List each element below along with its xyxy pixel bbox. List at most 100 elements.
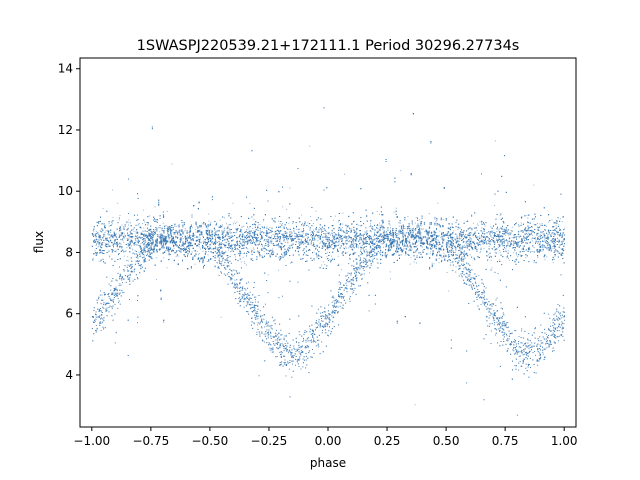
data-point: [313, 235, 315, 237]
data-point: [502, 241, 504, 243]
data-point: [411, 248, 413, 250]
data-point: [554, 233, 556, 235]
data-point: [121, 247, 123, 249]
data-point: [476, 230, 478, 231]
data-point: [322, 247, 324, 249]
data-point: [405, 232, 407, 234]
data-point: [474, 247, 476, 249]
data-point: [526, 214, 528, 216]
data-point: [215, 253, 217, 255]
data-point: [537, 242, 539, 244]
data-point: [409, 244, 411, 246]
data-point: [288, 247, 290, 249]
data-point: [450, 234, 451, 236]
data-point: [305, 242, 307, 243]
data-point: [179, 248, 181, 250]
data-point: [213, 232, 215, 234]
data-point: [196, 250, 198, 252]
data-point: [129, 234, 131, 236]
data-point: [396, 245, 398, 247]
data-point: [498, 228, 500, 230]
data-point: [364, 231, 366, 233]
data-point: [552, 262, 554, 264]
data-point: [229, 231, 231, 233]
data-point: [315, 210, 317, 212]
data-point: [310, 220, 312, 222]
data-point: [107, 233, 109, 235]
data-point: [135, 224, 137, 226]
data-point: [546, 248, 548, 250]
data-point: [299, 243, 301, 245]
data-point: [183, 245, 184, 247]
data-point: [125, 225, 127, 227]
data-point: [289, 233, 291, 235]
data-point: [299, 236, 300, 237]
data-point: [320, 241, 322, 243]
data-point: [315, 252, 317, 254]
data-point: [359, 239, 361, 241]
data-point: [363, 239, 365, 241]
data-point: [483, 239, 485, 241]
data-point: [229, 231, 231, 233]
data-point: [278, 241, 280, 243]
data-point: [416, 262, 417, 264]
data-point: [297, 240, 299, 242]
data-point: [249, 237, 250, 239]
data-point: [188, 232, 190, 233]
data-point: [326, 240, 328, 242]
data-point: [548, 233, 550, 235]
data-point: [531, 227, 533, 229]
data-point: [541, 232, 543, 234]
data-point: [316, 255, 318, 257]
data-point: [278, 246, 279, 248]
data-point: [430, 251, 432, 253]
data-point: [560, 252, 562, 254]
data-point: [538, 239, 540, 241]
data-point: [564, 227, 566, 229]
data-point: [192, 227, 194, 229]
data-point: [377, 229, 379, 231]
data-point: [283, 233, 285, 235]
data-point: [254, 232, 256, 234]
data-point: [409, 239, 411, 241]
data-point: [138, 223, 139, 225]
data-point: [540, 246, 542, 248]
data-point: [341, 238, 343, 240]
data-point: [500, 240, 502, 242]
data-point: [173, 242, 175, 244]
data-point: [451, 255, 453, 257]
data-point: [330, 246, 332, 248]
data-point: [322, 261, 324, 263]
data-point: [96, 232, 98, 234]
data-point: [546, 235, 548, 237]
data-point: [357, 245, 359, 247]
data-point: [385, 246, 387, 248]
data-point: [350, 229, 352, 231]
data-point: [208, 226, 209, 228]
data-point: [354, 243, 355, 245]
data-point: [543, 233, 545, 235]
data-point: [352, 243, 354, 245]
data-point: [538, 238, 540, 239]
data-point: [554, 232, 555, 234]
data-point: [366, 256, 368, 257]
data-point: [111, 223, 113, 225]
data-point: [329, 259, 331, 261]
data-point: [471, 229, 473, 231]
data-point: [336, 234, 338, 236]
data-point: [327, 242, 329, 244]
data-point: [130, 247, 131, 249]
data-point: [319, 242, 321, 244]
data-point: [485, 236, 487, 238]
data-point: [553, 250, 555, 252]
data-point: [452, 251, 454, 253]
data-point: [557, 237, 558, 239]
data-point: [184, 228, 186, 230]
data-point: [382, 228, 384, 230]
data-point: [496, 230, 498, 232]
data-point: [199, 253, 201, 255]
data-point: [258, 239, 260, 241]
data-point: [554, 251, 556, 252]
data-point: [202, 245, 204, 247]
data-point: [559, 227, 560, 229]
